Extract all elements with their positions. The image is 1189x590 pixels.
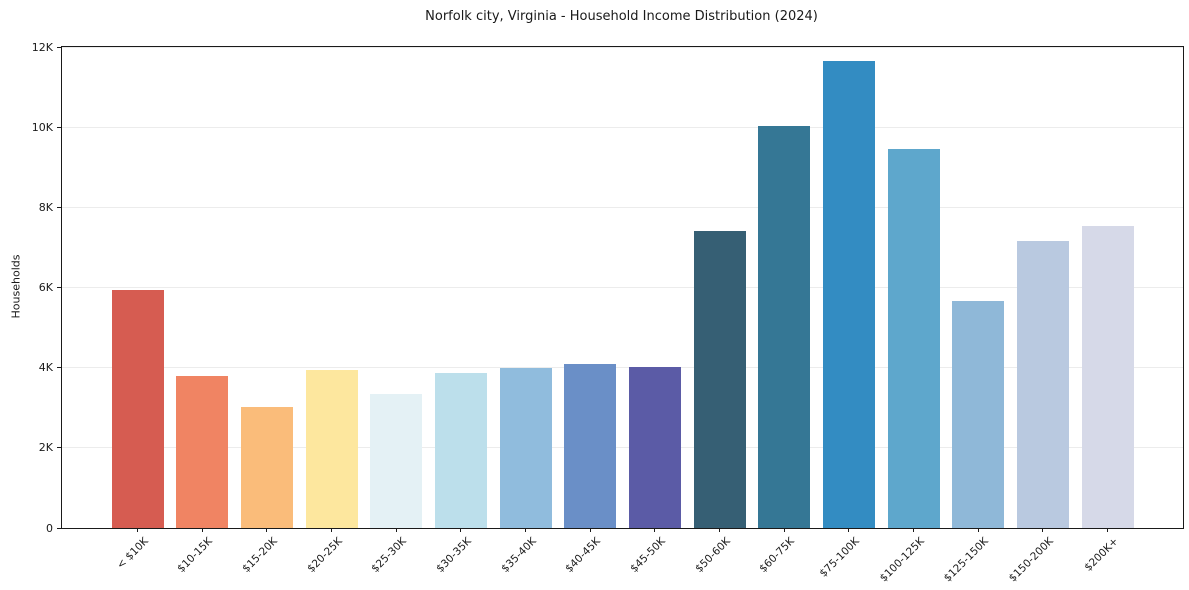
- bar-$125-150K: [952, 301, 1005, 528]
- x-axis-tick-mark: [1042, 528, 1044, 532]
- x-axis-tick-mark: [395, 528, 397, 532]
- chart-title: Norfolk city, Virginia - Household Incom…: [425, 9, 818, 24]
- bar-$20-25K: [305, 370, 358, 528]
- x-axis-tick-mark: [654, 528, 656, 532]
- x-axis-tick-mark: [719, 528, 720, 532]
- bar-$25-30K: [370, 394, 423, 528]
- gridline: [62, 447, 1183, 449]
- x-axis-tick-label: < $10K: [114, 535, 151, 572]
- gridline: [62, 367, 1183, 369]
- x-axis-tick-mark: [977, 528, 979, 532]
- bar-$100-125K: [887, 148, 940, 528]
- y-axis-tick-label: 6K: [38, 281, 53, 294]
- bar-$15-20K: [240, 406, 293, 528]
- y-axis-tick-mark: [57, 367, 61, 369]
- y-axis-tick-label: 2K: [38, 441, 53, 455]
- y-axis-tick-mark: [57, 206, 61, 208]
- y-axis-tick-mark: [57, 527, 61, 529]
- gridline: [62, 126, 1183, 128]
- bar-$150-200K: [1016, 241, 1069, 528]
- x-axis-tick-mark: [331, 528, 332, 532]
- y-axis-tick-label: 4K: [38, 361, 53, 375]
- bar-$45-50K: [628, 366, 681, 528]
- bar-$50-60K: [693, 231, 746, 528]
- bar-$60-75K: [758, 125, 811, 528]
- bar-$35-40K: [499, 368, 552, 528]
- x-axis-tick-mark: [589, 528, 591, 532]
- bar-$200K+: [1081, 226, 1134, 528]
- bar-$75-100K: [822, 61, 875, 528]
- y-axis-tick-mark: [57, 46, 61, 48]
- x-axis-tick-mark: [1107, 528, 1108, 532]
- x-axis-tick-mark: [201, 528, 203, 532]
- y-axis-tick-label: 10K: [31, 120, 53, 134]
- x-axis-tick-mark: [913, 528, 914, 532]
- bar-< $10K: [111, 289, 164, 528]
- y-axis-tick-mark: [57, 126, 61, 128]
- x-axis-tick-mark: [848, 528, 850, 532]
- y-axis-tick-mark: [57, 447, 61, 449]
- gridline: [62, 46, 1183, 48]
- y-axis-tick-label: 8K: [38, 200, 53, 214]
- x-axis-tick-mark: [266, 528, 268, 532]
- gridline: [62, 206, 1183, 208]
- x-axis-tick-mark: [525, 528, 526, 532]
- bar-$40-45K: [564, 364, 617, 528]
- x-axis-tick-mark: [137, 528, 138, 532]
- y-axis-tick-mark: [57, 287, 61, 288]
- bar-$30-35K: [434, 373, 487, 528]
- gridline: [62, 287, 1183, 288]
- x-axis-tick-mark: [460, 528, 462, 532]
- x-axis-tick-mark: [783, 528, 785, 532]
- y-axis-tick-label: 0: [46, 521, 53, 535]
- plot-area: 0 2K 4K 6K 8K 10K 12K < $10K $10-15K $15-20K $20-2…: [32, 42, 1184, 584]
- y-axis-tick-label: 12K: [31, 40, 53, 54]
- bar-$10-15K: [176, 376, 229, 528]
